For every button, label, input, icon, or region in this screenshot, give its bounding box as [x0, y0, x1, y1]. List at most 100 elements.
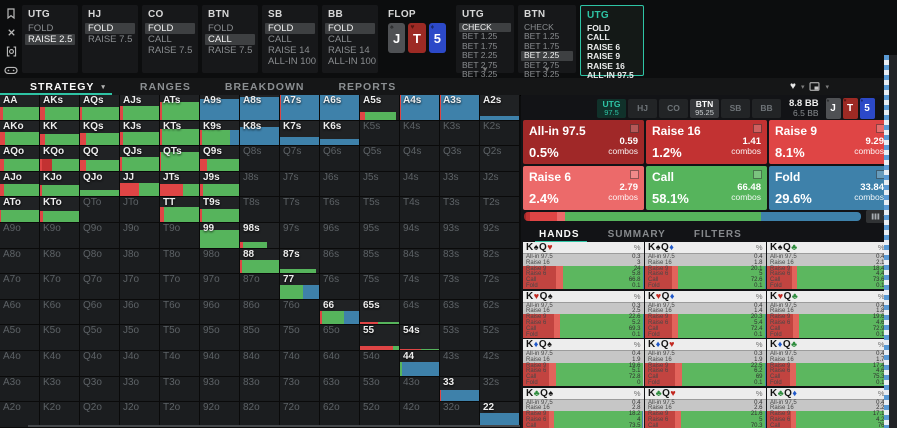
hand-cell-53o[interactable]: 53o — [360, 376, 400, 403]
hand-cell-97s[interactable]: 97s — [280, 223, 320, 249]
hand-cell-73s[interactable]: 73s — [440, 274, 480, 300]
hand-cell-A8s[interactable]: A8s — [240, 95, 280, 121]
hand-cell-96o[interactable]: 96o — [200, 299, 240, 326]
hand-cell-AJo[interactable]: AJo — [0, 171, 40, 198]
action-option-fold[interactable]: FOLD — [28, 23, 54, 34]
hand-cell-TT[interactable]: TT — [160, 197, 200, 224]
hand-cell-A6s[interactable]: A6s — [320, 95, 360, 121]
action-option-check[interactable]: CHECK — [459, 22, 511, 33]
hand-cell-T2o[interactable]: T2o — [160, 402, 200, 428]
hand-cell-A7s[interactable]: A7s — [280, 95, 320, 121]
hand-cell-62s[interactable]: 62s — [480, 299, 520, 326]
hand-cell-T4s[interactable]: T4s — [400, 197, 440, 224]
action-card-fold[interactable]: Fold 33.84 combos 29.6% — [769, 166, 890, 210]
hand-cell-66[interactable]: 66 — [320, 299, 360, 326]
expand-icon[interactable] — [753, 124, 762, 133]
hand-cell-93s[interactable]: 93s — [440, 223, 480, 249]
hand-cell-J5o[interactable]: J5o — [120, 325, 160, 352]
hand-cell-22[interactable]: 22 — [480, 402, 520, 428]
action-option-raise-14[interactable]: RAISE 14 — [268, 45, 310, 56]
hand-cell-KJo[interactable]: KJo — [40, 171, 80, 198]
hand-cell-J3s[interactable]: J3s — [440, 171, 480, 198]
hand-cell-32s[interactable]: 32s — [480, 376, 520, 403]
hand-combo-block-KsQh[interactable]: K ♠ Q ♥% All-in 97.5 0.3 Raise 16 3 Raise 9 24 Rai… — [523, 242, 644, 289]
hand-cell-T5o[interactable]: T5o — [160, 325, 200, 352]
hand-cell-K8s[interactable]: K8s — [240, 120, 280, 147]
hand-cell-J6o[interactable]: J6o — [120, 299, 160, 326]
hand-cell-94o[interactable]: 94o — [200, 351, 240, 377]
hand-cell-43o[interactable]: 43o — [400, 376, 440, 403]
hand-cell-62o[interactable]: 62o — [320, 402, 360, 428]
hand-combo-block-KdQc[interactable]: K ♦ Q ♣% All-in 97.5 0.4 Raise 16 1.7 Raise 9 17.… — [767, 339, 888, 386]
hand-cell-AJs[interactable]: AJs — [120, 95, 160, 121]
hand-cell-K8o[interactable]: K8o — [40, 248, 80, 275]
hand-cell-65s[interactable]: 65s — [360, 299, 400, 326]
hand-cell-A6o[interactable]: A6o — [0, 299, 40, 326]
action-option-call[interactable]: CALL — [587, 32, 610, 43]
subtab-summary[interactable]: SUMMARY — [607, 228, 666, 240]
hand-cell-85o[interactable]: 85o — [240, 325, 280, 352]
hand-cell-KTo[interactable]: KTo — [40, 197, 80, 224]
hand-combo-block-KhQc[interactable]: K ♥ Q ♣% All-in 97.5 0.4 Raise 16 1.8 Raise 9 19.… — [767, 290, 888, 338]
action-option-fold[interactable]: FOLD — [325, 23, 375, 34]
position-chip-co[interactable]: CO — [659, 98, 688, 118]
hand-cell-Q4o[interactable]: Q4o — [80, 351, 120, 377]
position-chip-bb[interactable]: BB — [752, 98, 781, 118]
close-icon[interactable] — [4, 25, 18, 39]
hand-cell-87o[interactable]: 87o — [240, 274, 280, 300]
action-option-all-in-100[interactable]: ALL-IN 100 — [328, 56, 377, 67]
hand-cell-J4s[interactable]: J4s — [400, 171, 440, 198]
hand-cell-Q6o[interactable]: Q6o — [80, 299, 120, 326]
board-card-J[interactable]: ♠ J — [825, 97, 841, 119]
hand-cell-K5o[interactable]: K5o — [40, 325, 80, 352]
hand-cell-Q3s[interactable]: Q3s — [440, 146, 480, 172]
hand-cell-A3o[interactable]: A3o — [0, 376, 40, 403]
hand-cell-52s[interactable]: 52s — [480, 325, 520, 352]
action-option-bet-3.25[interactable]: BET 3.25 — [524, 69, 560, 80]
tab-ranges[interactable]: RANGES — [140, 81, 191, 93]
hand-cell-KQs[interactable]: KQs — [80, 120, 120, 147]
hand-cell-K2s[interactable]: K2s — [480, 120, 520, 147]
hand-cell-96s[interactable]: 96s — [320, 223, 360, 249]
hand-cell-K7s[interactable]: K7s — [280, 120, 320, 147]
action-option-all-in-97.5[interactable]: ALL-IN 97.5 — [587, 70, 634, 81]
tab-reports[interactable]: REPORTS — [338, 81, 396, 93]
action-option-raise-14[interactable]: RAISE 14 — [328, 45, 370, 56]
hand-cell-AKo[interactable]: AKo — [0, 120, 40, 147]
hand-cell-T6s[interactable]: T6s — [320, 197, 360, 224]
hand-cell-K9o[interactable]: K9o — [40, 223, 80, 249]
hand-cell-42o[interactable]: 42o — [400, 402, 440, 428]
action-option-bet-2.25[interactable]: BET 2.25 — [521, 50, 573, 61]
hand-cell-A8o[interactable]: A8o — [0, 248, 40, 275]
hand-combo-block-KhQs[interactable]: K ♥ Q ♠% All-in 97.5 0.3 Raise 16 2.5 Raise 9 22.… — [523, 290, 644, 338]
hand-cell-95s[interactable]: 95s — [360, 223, 400, 249]
hand-cell-QTo[interactable]: QTo — [80, 197, 120, 224]
hand-cell-84s[interactable]: 84s — [400, 248, 440, 275]
hand-cell-J6s[interactable]: J6s — [320, 171, 360, 198]
action-option-all-in-100[interactable]: ALL-IN 100 — [268, 56, 317, 67]
hand-cell-97o[interactable]: 97o — [200, 274, 240, 300]
hand-cell-J7s[interactable]: J7s — [280, 171, 320, 198]
hand-cell-76s[interactable]: 76s — [320, 274, 360, 300]
hand-cell-K3o[interactable]: K3o — [40, 376, 80, 403]
action-option-raise-6[interactable]: RAISE 6 — [587, 41, 621, 52]
board-card-5[interactable]: ♦ 5 — [859, 97, 875, 119]
action-option-bet-3.25[interactable]: BET 3.25 — [462, 69, 498, 80]
position-chip-btn[interactable]: BTN 95.25 — [690, 98, 719, 118]
hand-cell-Q5s[interactable]: Q5s — [360, 146, 400, 172]
hand-cell-K2o[interactable]: K2o — [40, 402, 80, 428]
hand-cell-93o[interactable]: 93o — [200, 376, 240, 403]
hand-cell-AQo[interactable]: AQo — [0, 146, 40, 172]
hand-cell-92o[interactable]: 92o — [200, 402, 240, 428]
position-chip-hj[interactable]: HJ — [628, 98, 657, 118]
hand-cell-A3s[interactable]: A3s — [440, 95, 480, 121]
hand-cell-JJ[interactable]: JJ — [120, 171, 160, 198]
action-option-call[interactable]: CALL — [268, 34, 292, 45]
action-card-r6[interactable]: Raise 6 2.79 combos 2.4% — [523, 166, 644, 210]
hand-cell-J3o[interactable]: J3o — [120, 376, 160, 403]
hand-cell-95o[interactable]: 95o — [200, 325, 240, 352]
hand-cell-JTs[interactable]: JTs — [160, 171, 200, 198]
hand-cell-AKs[interactable]: AKs — [40, 95, 80, 121]
hand-cell-88[interactable]: 88 — [240, 248, 280, 275]
hand-cell-J8o[interactable]: J8o — [120, 248, 160, 275]
